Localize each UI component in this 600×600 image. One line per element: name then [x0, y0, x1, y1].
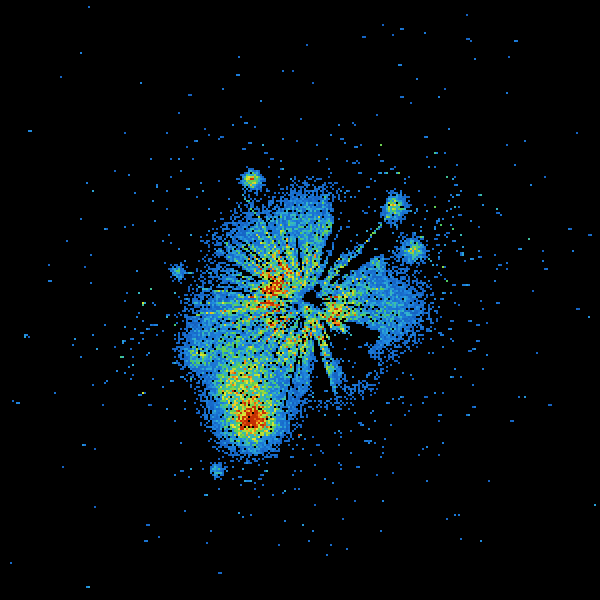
density-map-canvas — [0, 0, 600, 600]
density-heatmap-visualization — [0, 0, 600, 600]
